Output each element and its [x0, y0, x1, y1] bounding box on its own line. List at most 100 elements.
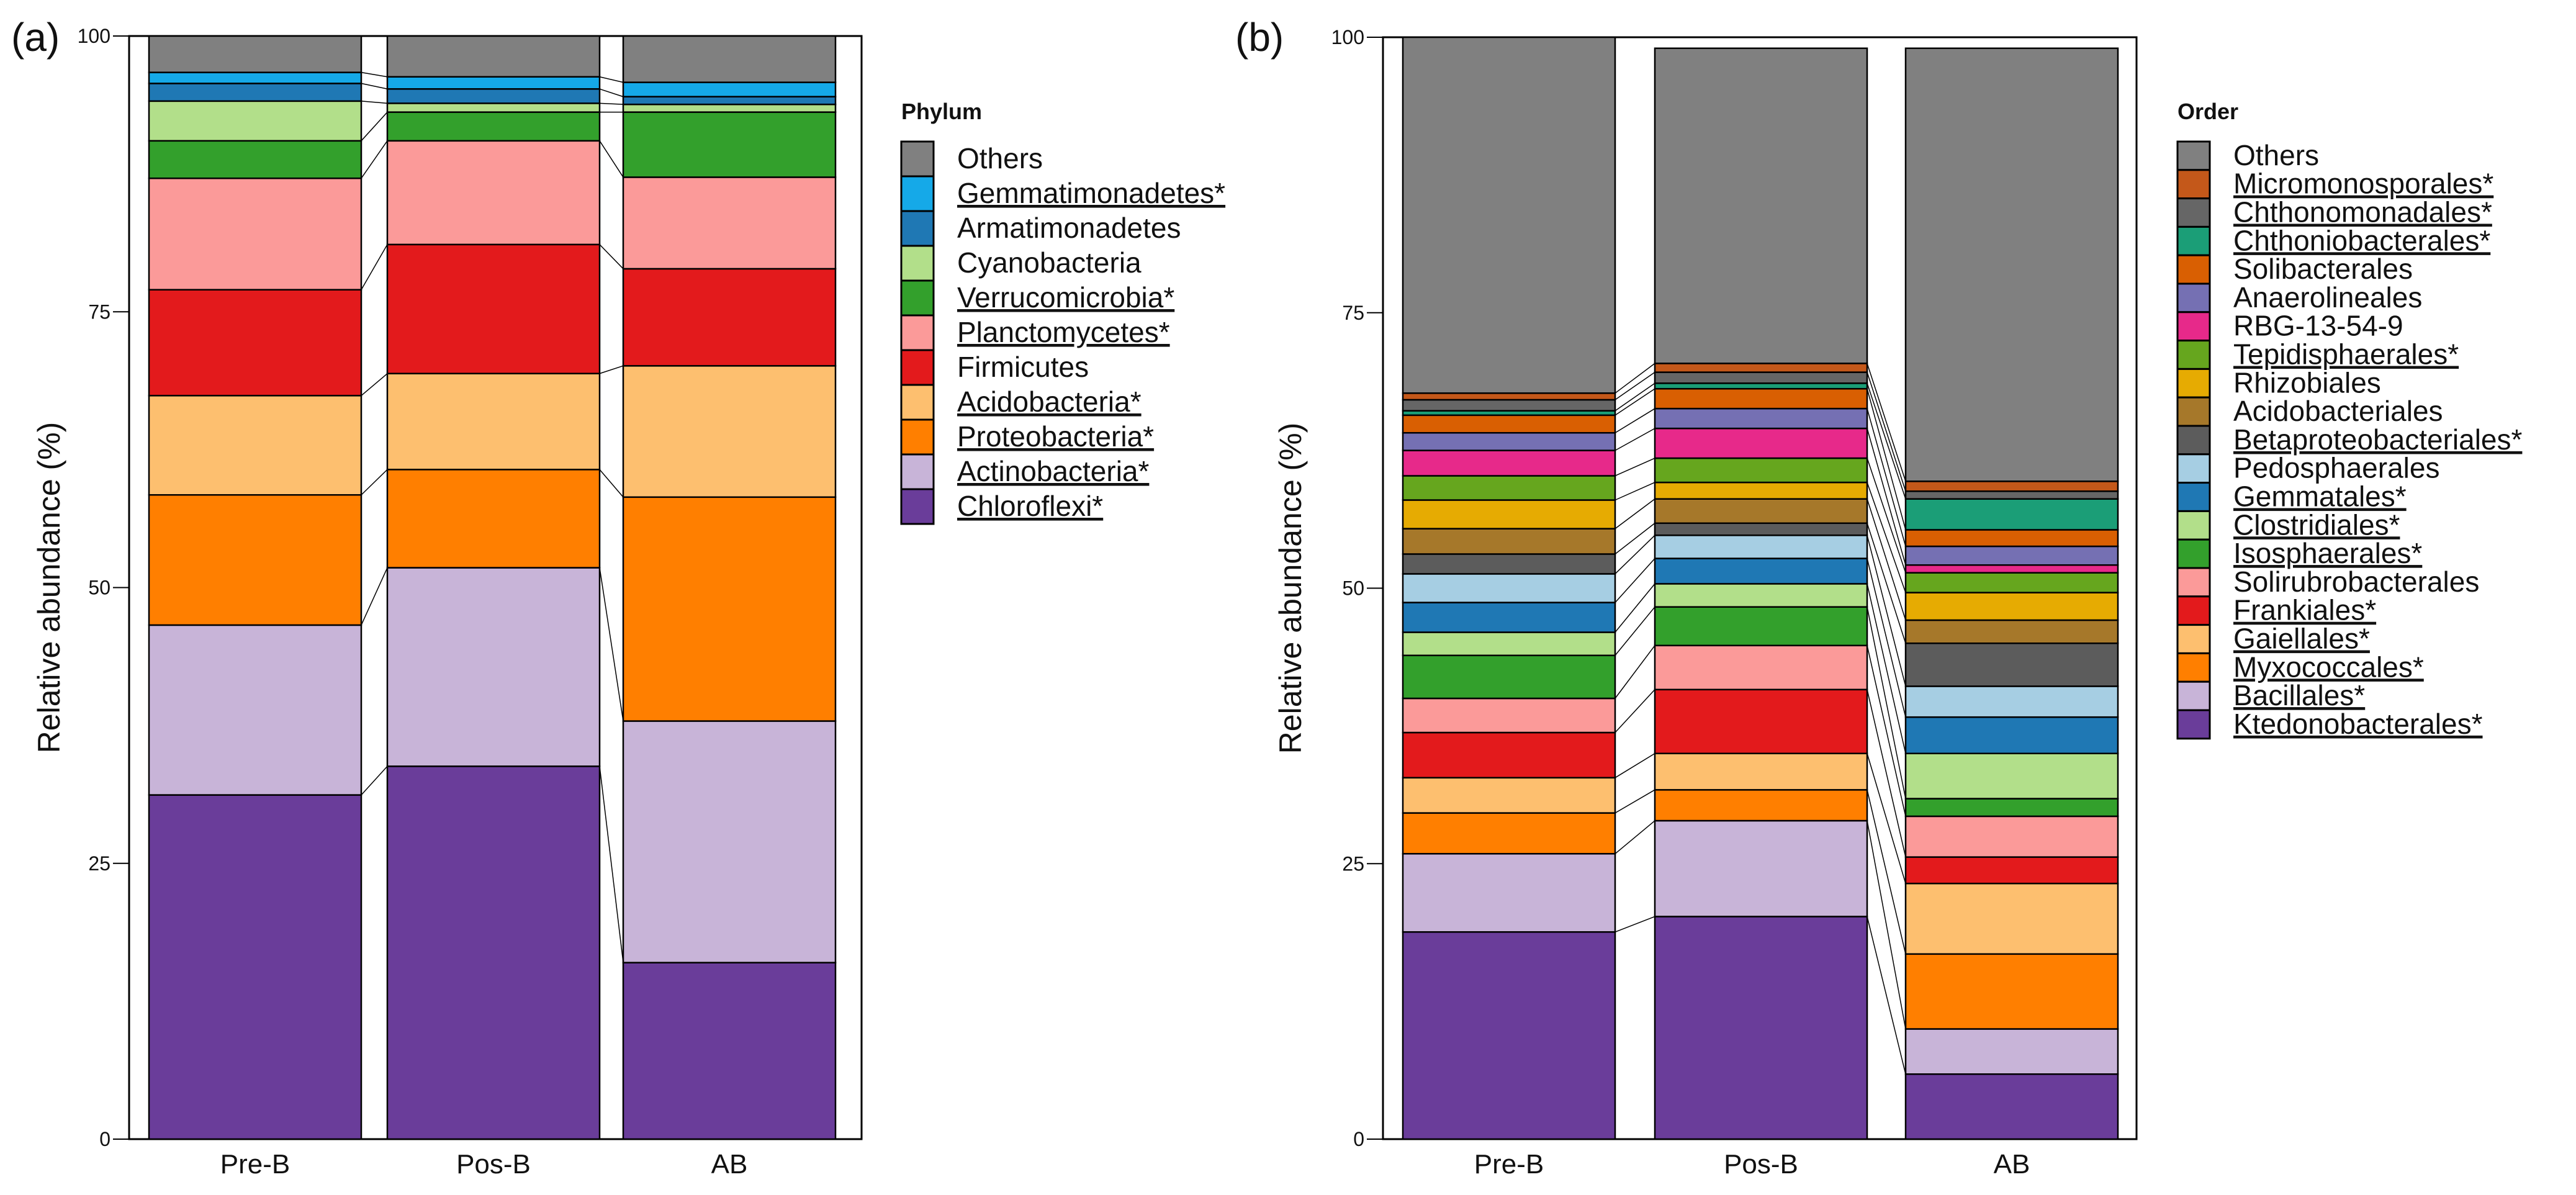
connector-line: [1867, 820, 1906, 1029]
legend-label-others: Others: [2233, 139, 2319, 171]
connector-line: [1867, 383, 1906, 499]
legend-swatch-ktedonobacterales: [2176, 709, 2211, 740]
bar-segment-pre-b-others: [1402, 36, 1616, 394]
bar-segment-ab-gemmatimonadetes: [622, 81, 837, 97]
connector-line: [1615, 388, 1655, 416]
legend-label-betaproteobacteriales: Betaproteobacteriales*: [2233, 423, 2523, 456]
legend-swatch-acidobacteriales: [2176, 396, 2211, 427]
legend: Phylum OthersGemmatimonadetes*Armatimonad…: [900, 99, 1225, 525]
bar-segment-ab-solibacterales: [1904, 529, 2119, 548]
bar-segment-ab-chloroflexi: [622, 962, 837, 1140]
bar-segment-pos-b-others: [1654, 47, 1868, 364]
bar-segment-ab-proteobacteria: [622, 496, 837, 722]
y-tick-label: 50: [1342, 577, 1364, 600]
bar-segment-ab-anaerolineales: [1904, 545, 2119, 566]
connector-line: [361, 567, 388, 626]
bar-segment-pos-b-actinobacteria: [386, 567, 601, 767]
bar-segment-ab-gemmatales: [1904, 716, 2119, 755]
connector-line: [1615, 689, 1655, 733]
y-tick-label: 25: [88, 852, 110, 875]
connector-line: [1615, 371, 1655, 400]
bar-segment-ab-frankiales: [1904, 856, 2119, 885]
connector-line: [1615, 363, 1655, 394]
bar-segment-pos-b-isosphaerales: [1654, 606, 1868, 647]
bar-segment-ab-rhizobiales: [1904, 592, 2119, 621]
legend-label-solibacterales: Solibacterales: [2233, 253, 2413, 285]
connector-line: [1867, 558, 1906, 718]
connector-line: [361, 140, 388, 179]
bar-segment-pre-b-armatimonadetes: [148, 83, 363, 102]
bar-segment-ab-micromonosporales: [1904, 480, 2119, 492]
legend-label-solirubrobacterales: Solirubrobacterales: [2233, 566, 2479, 598]
x-tick-label: AB: [711, 1149, 748, 1179]
bar-segment-pos-b-betaproteobacteriales: [1654, 522, 1868, 536]
legend-label-myxococcales: Myxococcales*: [2233, 651, 2424, 683]
legend-label-anaerolineales: Anaerolineales: [2233, 281, 2422, 313]
connector-line: [1867, 498, 1906, 621]
y-tick-label: 100: [1331, 26, 1364, 48]
bar-segment-ab-planctomycetes: [622, 176, 837, 270]
bar-segment-pre-b-anaerolineales: [1402, 431, 1616, 451]
connector-line: [1867, 916, 1906, 1075]
connector-line: [1615, 482, 1655, 501]
legend-label-ktedonobacterales: Ktedonobacterales*: [2233, 708, 2483, 740]
bar-segment-pos-b-clostridiales: [1654, 583, 1868, 608]
connector-line: [1867, 753, 1906, 884]
bar-segment-pos-b-anaerolineales: [1654, 407, 1868, 430]
legend-swatch-gemmatales: [2176, 482, 2211, 512]
connector-line: [1867, 372, 1906, 492]
bar-segment-pos-b-cyanobacteria: [386, 102, 601, 113]
bar-segment-ab-actinobacteria: [622, 720, 837, 963]
legend-label-clostridiales: Clostridiales*: [2233, 508, 2400, 541]
legend-swatch-isosphaerales: [2176, 538, 2211, 569]
bar-segment-ab-chthoniobacterales: [1904, 498, 2119, 531]
legend-swatch-myxococcales: [2176, 652, 2211, 683]
legend-label-gemmatimonadetes: Gemmatimonadetes*: [957, 177, 1225, 209]
bar-segment-pos-b-acidobacteria: [386, 372, 601, 471]
legend-swatch-chloroflexi: [900, 488, 935, 525]
bar-segment-ab-others: [622, 35, 837, 83]
legend-swatch-tepidisphaerales: [2176, 340, 2211, 370]
connector-line: [599, 365, 624, 374]
connector-line: [1615, 916, 1655, 932]
bar-segment-pre-b-verrucomicrobia: [148, 140, 363, 179]
bar-segment-ab-cyanobacteria: [622, 103, 837, 113]
bar-segment-ab-ktedonobacterales: [1904, 1073, 2119, 1140]
bar-segment-ab-clostridiales: [1904, 752, 2119, 800]
connector-line: [599, 469, 624, 498]
bar-segment-ab-tepidisphaerales: [1904, 572, 2119, 593]
bar-segment-pos-b-rhizobiales: [1654, 481, 1868, 500]
legend-swatch-rhizobiales: [2176, 368, 2211, 399]
connector-line: [1867, 482, 1906, 593]
legend-label-frankiales: Frankiales*: [2233, 594, 2376, 626]
bar-segment-pre-b-frankiales: [1402, 731, 1616, 779]
bar-segment-pos-b-solibacterales: [1654, 387, 1868, 410]
y-tick-label: 0: [1353, 1128, 1364, 1150]
bar-segment-pos-b-pedosphaerales: [1654, 534, 1868, 559]
bar-segment-ab-solirubrobacterales: [1904, 815, 2119, 858]
bar-segment-pre-b-proteobacteria: [148, 494, 363, 626]
connector-line: [599, 766, 624, 963]
y-tick-label: 100: [78, 25, 110, 47]
connector-line: [361, 112, 388, 142]
bar-segment-pos-b-micromonosporales: [1654, 363, 1868, 373]
x-tick-label: Pre-B: [1474, 1149, 1544, 1179]
bar-segment-pos-b-armatimonadetes: [386, 88, 601, 104]
legend-label-armatimonadetes: Armatimonadetes: [957, 212, 1181, 244]
connector-line: [1867, 458, 1906, 573]
bar-segment-pre-b-betaproteobacteriales: [1402, 553, 1616, 575]
bar-segment-ab-armatimonadetes: [622, 96, 837, 106]
connector-line: [1615, 534, 1655, 574]
bar-segment-pre-b-myxococcales: [1402, 812, 1616, 855]
bar-segment-ab-firmicutes: [622, 268, 837, 367]
bar-segment-pre-b-isosphaerales: [1402, 654, 1616, 700]
connector-line: [1615, 645, 1655, 699]
legend-label-acidobacteria: Acidobacteria*: [957, 386, 1142, 418]
connector-line: [1867, 363, 1906, 482]
bar-segment-pos-b-gaiellales: [1654, 752, 1868, 791]
bar-segment-pre-b-gaiellales: [1402, 777, 1616, 814]
legend-label-firmicutes: Firmicutes: [957, 351, 1089, 383]
bar-segment-pre-b-tepidisphaerales: [1402, 475, 1616, 501]
bar-segment-ab-pedosphaerales: [1904, 685, 2119, 718]
